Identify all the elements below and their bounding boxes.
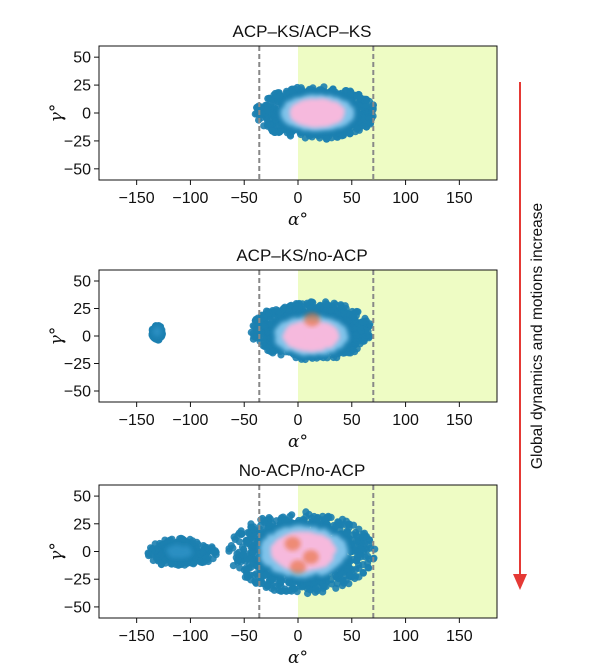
data-point <box>286 132 295 140</box>
data-point <box>270 91 278 99</box>
density-mid-layer <box>152 326 162 337</box>
data-point <box>364 327 372 335</box>
data-point <box>306 304 314 312</box>
panel-title: ACP–KS/ACP–KS <box>233 22 372 41</box>
data-point <box>296 115 306 124</box>
data-point <box>268 347 277 355</box>
data-point <box>343 113 352 123</box>
data-point <box>361 96 369 104</box>
data-point <box>344 317 352 325</box>
x-tick-label: 150 <box>446 190 473 207</box>
data-point <box>319 98 329 108</box>
data-point <box>326 103 336 113</box>
data-point <box>297 88 305 96</box>
scatter-points <box>148 298 374 364</box>
x-tick-label: −150 <box>119 190 155 207</box>
data-point <box>349 346 357 354</box>
x-tick-label: −100 <box>172 190 208 207</box>
x-axis-label: α° <box>288 210 308 230</box>
data-point <box>321 307 329 315</box>
data-point <box>309 299 317 307</box>
data-point <box>348 97 356 105</box>
data-point <box>268 127 276 135</box>
data-point <box>337 301 345 309</box>
y-tick-label: 0 <box>82 106 91 123</box>
y-tick-label: 25 <box>73 78 91 95</box>
data-point <box>355 110 363 118</box>
data-point <box>346 91 354 99</box>
data-point <box>250 332 258 340</box>
data-point <box>330 299 338 307</box>
data-point <box>348 120 356 128</box>
x-tick-label: 100 <box>392 190 419 207</box>
x-tick-label: −50 <box>231 190 258 207</box>
data-point <box>353 307 361 316</box>
data-point <box>274 99 282 107</box>
data-point <box>334 129 342 137</box>
data-point <box>289 89 297 97</box>
x-tick-label: 50 <box>343 190 361 207</box>
cluster-2 <box>247 298 374 364</box>
data-point <box>322 135 331 143</box>
data-point <box>341 126 349 134</box>
data-point <box>325 114 334 124</box>
data-point <box>355 102 364 110</box>
y-axis-label: γ° <box>47 104 67 123</box>
data-point <box>349 324 358 332</box>
x-tick-label: 0 <box>294 190 303 207</box>
data-point <box>308 133 316 141</box>
y-tick-label: 50 <box>73 50 91 67</box>
data-point <box>352 331 360 339</box>
scatter-points <box>251 83 377 143</box>
panel-1: −150 −100 −50 0 50 100 150 50 25 0 −25 −50 ACP–KS/AC… <box>47 22 498 230</box>
data-point <box>361 333 369 341</box>
data-point <box>355 91 363 99</box>
data-point <box>267 334 275 342</box>
y-tick-label: −25 <box>64 133 91 150</box>
panel-2: −150 −100 −50 0 50 100 15050250−25−50ACP–KS/no… <box>47 246 498 452</box>
data-point <box>327 307 335 315</box>
y-tick-label: −50 <box>64 161 91 178</box>
data-point <box>277 121 285 129</box>
cluster-1 <box>148 322 166 344</box>
density-high-layer <box>289 98 346 128</box>
data-point <box>276 308 284 316</box>
cluster-1 <box>251 83 377 143</box>
data-point <box>271 314 279 322</box>
data-point <box>318 109 328 118</box>
data-point <box>294 102 304 112</box>
data-point <box>255 104 263 112</box>
data-point <box>292 354 300 362</box>
data-point <box>335 90 343 98</box>
data-point <box>295 303 303 311</box>
data-point <box>154 326 161 333</box>
data-point <box>315 116 325 126</box>
data-point <box>276 92 284 100</box>
data-point <box>264 95 272 103</box>
data-point <box>364 113 373 121</box>
data-point <box>303 117 313 127</box>
data-point <box>319 354 327 362</box>
data-point <box>322 300 330 308</box>
data-point <box>306 109 316 119</box>
data-point <box>285 306 293 314</box>
data-point <box>266 121 274 129</box>
data-point <box>329 86 337 94</box>
data-point <box>270 113 279 122</box>
data-point <box>362 317 370 325</box>
data-point <box>260 313 268 322</box>
data-point <box>269 340 277 348</box>
data-point <box>265 309 273 317</box>
data-point <box>340 310 348 318</box>
